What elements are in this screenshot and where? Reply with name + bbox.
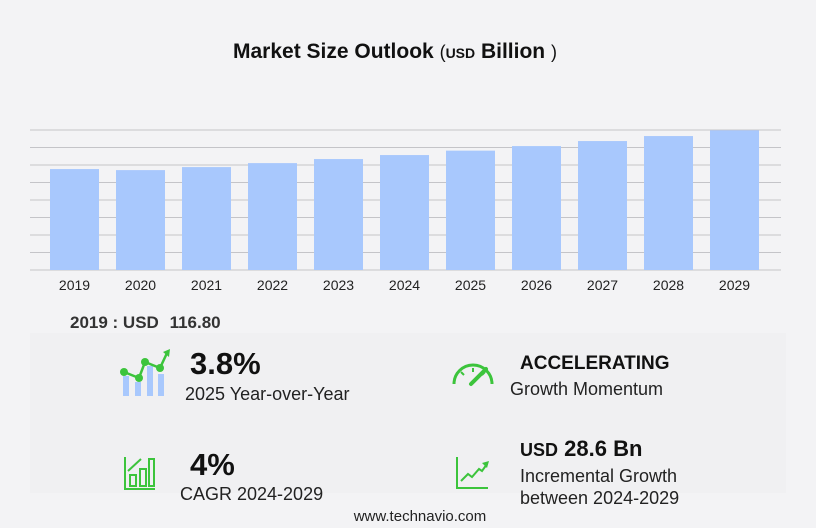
momentum-label: Growth Momentum	[510, 379, 664, 399]
x-tick-label: 2019	[59, 277, 90, 293]
kpi-panel	[30, 333, 786, 493]
bar-2019	[50, 169, 99, 270]
x-tick-label: 2021	[191, 277, 222, 293]
base-year-value: 2019 : USD 116.80	[70, 313, 221, 333]
incremental-period: between 2024-2029	[520, 488, 680, 508]
yoy-label: 2025 Year-over-Year	[185, 384, 350, 404]
cagr-value: 4%	[190, 447, 235, 482]
bar-2024	[380, 155, 429, 270]
x-tick-label: 2028	[653, 277, 684, 293]
title-unit-word: Billion	[480, 40, 546, 63]
bar-2023	[314, 159, 363, 270]
x-tick-label: 2024	[389, 277, 420, 293]
x-tick-label: 2023	[323, 277, 354, 293]
base-year-number: 116.80	[169, 313, 221, 332]
x-tick-label: 2025	[455, 277, 486, 293]
bar-chart: 2019 2020 2021 2022 2023 2024 2025 2026 2027 2028…	[30, 129, 781, 293]
cagr-label: CAGR 2024-2029	[180, 484, 324, 504]
bar-2029	[710, 130, 759, 270]
incremental-unit: USD	[520, 440, 559, 460]
title-main: Market Size Outlook	[233, 40, 434, 63]
incremental-label: Incremental Growth	[520, 466, 678, 486]
growth-chart-icon	[120, 349, 170, 396]
bar-2028	[644, 136, 693, 270]
base-year-label: 2019 : USD	[70, 313, 159, 332]
footer-url: www.technavio.com	[353, 508, 487, 525]
chart-title: Market Size Outlook (USD Billion )	[0, 40, 790, 64]
bar-2027	[578, 141, 627, 270]
incremental-growth-icon	[456, 457, 489, 489]
cagr-chart-icon	[124, 457, 155, 490]
momentum-value: ACCELERATING	[520, 353, 670, 374]
x-tick-label: 2020	[125, 277, 156, 293]
bar-2022	[248, 163, 297, 270]
title-paren: )	[550, 42, 557, 62]
x-tick-label: 2027	[587, 277, 618, 293]
bar-2026	[512, 146, 561, 270]
x-tick-label: 2026	[521, 277, 552, 293]
title-unit: USD	[445, 45, 476, 61]
title-paren: (	[439, 42, 446, 62]
bar-2021	[182, 167, 231, 270]
incremental-value: USD 28.6 Bn	[520, 436, 642, 462]
x-tick-label: 2022	[257, 277, 288, 293]
yoy-value: 3.8%	[190, 346, 261, 381]
bar-2020	[116, 170, 165, 270]
x-tick-label: 2029	[719, 277, 750, 293]
incremental-number: 28.6 Bn	[564, 436, 643, 461]
bar-2025	[446, 150, 495, 270]
speedometer-icon	[452, 363, 494, 386]
